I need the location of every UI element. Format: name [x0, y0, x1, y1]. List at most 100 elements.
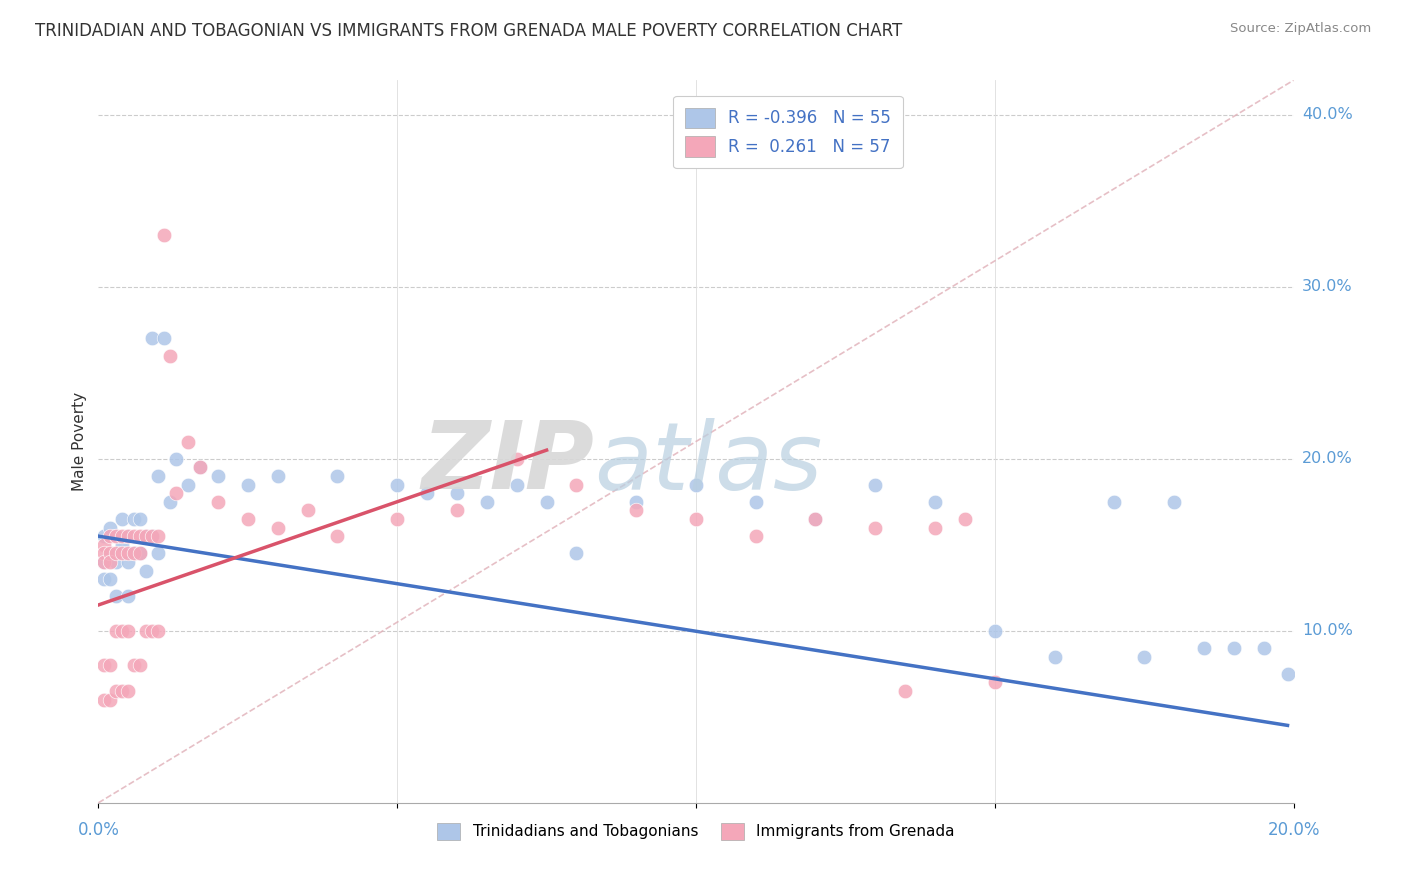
Point — [124, 529, 146, 543]
Point — [236, 477, 259, 491]
Point — [93, 555, 115, 569]
Point — [1253, 640, 1275, 655]
Point — [117, 624, 139, 638]
Point — [117, 684, 139, 698]
Point — [111, 538, 134, 552]
Text: TRINIDADIAN AND TOBAGONIAN VS IMMIGRANTS FROM GRENADA MALE POVERTY CORRELATION C: TRINIDADIAN AND TOBAGONIAN VS IMMIGRANTS… — [35, 22, 903, 40]
Point — [1192, 640, 1215, 655]
Point — [159, 349, 181, 363]
Point — [148, 546, 170, 560]
Point — [1104, 494, 1126, 508]
Point — [626, 503, 648, 517]
Point — [446, 486, 468, 500]
Point — [177, 434, 200, 449]
Point — [98, 520, 122, 534]
Point — [105, 529, 128, 543]
Point — [98, 572, 122, 586]
Point — [177, 477, 200, 491]
Point — [141, 529, 163, 543]
Point — [924, 520, 946, 534]
Point — [111, 529, 134, 543]
Point — [326, 529, 349, 543]
Point — [326, 469, 349, 483]
Point — [565, 546, 588, 560]
Point — [506, 451, 529, 466]
Text: Source: ZipAtlas.com: Source: ZipAtlas.com — [1230, 22, 1371, 36]
Point — [111, 512, 134, 526]
Text: 30.0%: 30.0% — [1302, 279, 1353, 294]
Point — [105, 529, 128, 543]
Point — [236, 512, 259, 526]
Point — [1277, 666, 1299, 681]
Point — [105, 624, 128, 638]
Point — [117, 590, 139, 604]
Point — [385, 477, 409, 491]
Point — [984, 675, 1007, 690]
Point — [148, 624, 170, 638]
Point — [117, 546, 139, 560]
Point — [153, 228, 176, 243]
Point — [153, 331, 176, 345]
Point — [93, 546, 115, 560]
Point — [111, 684, 134, 698]
Text: atlas: atlas — [595, 417, 823, 508]
Point — [129, 658, 152, 673]
Text: 20.0%: 20.0% — [1302, 451, 1353, 467]
Point — [685, 477, 707, 491]
Point — [475, 494, 498, 508]
Point — [536, 494, 558, 508]
Point — [93, 529, 115, 543]
Point — [924, 494, 946, 508]
Text: 40.0%: 40.0% — [1302, 107, 1353, 122]
Y-axis label: Male Poverty: Male Poverty — [72, 392, 87, 491]
Point — [135, 564, 157, 578]
Point — [124, 546, 146, 560]
Point — [865, 477, 887, 491]
Point — [117, 555, 139, 569]
Point — [141, 529, 163, 543]
Point — [98, 658, 122, 673]
Point — [894, 684, 917, 698]
Point — [1223, 640, 1246, 655]
Point — [804, 512, 827, 526]
Point — [98, 692, 122, 706]
Point — [93, 692, 115, 706]
Text: 20.0%: 20.0% — [1267, 821, 1320, 838]
Point — [865, 520, 887, 534]
Point — [148, 469, 170, 483]
Point — [141, 331, 163, 345]
Point — [1133, 649, 1156, 664]
Point — [105, 546, 128, 560]
Point — [141, 624, 163, 638]
Point — [93, 658, 115, 673]
Point — [1163, 494, 1185, 508]
Point — [111, 546, 134, 560]
Point — [297, 503, 319, 517]
Point — [385, 512, 409, 526]
Text: ZIP: ZIP — [422, 417, 595, 509]
Point — [124, 546, 146, 560]
Legend: Trinidadians and Tobagonians, Immigrants from Grenada: Trinidadians and Tobagonians, Immigrants… — [432, 817, 960, 846]
Point — [105, 684, 128, 698]
Point — [416, 486, 439, 500]
Point — [93, 572, 115, 586]
Point — [117, 529, 139, 543]
Point — [685, 512, 707, 526]
Point — [105, 590, 128, 604]
Point — [98, 546, 122, 560]
Point — [148, 529, 170, 543]
Point — [124, 658, 146, 673]
Point — [159, 494, 181, 508]
Point — [188, 460, 211, 475]
Point — [745, 494, 768, 508]
Text: 0.0%: 0.0% — [77, 821, 120, 838]
Point — [745, 529, 768, 543]
Point — [135, 529, 157, 543]
Text: 10.0%: 10.0% — [1302, 624, 1353, 639]
Point — [129, 546, 152, 560]
Point — [267, 520, 290, 534]
Point — [129, 529, 152, 543]
Point — [1043, 649, 1066, 664]
Point — [135, 624, 157, 638]
Point — [188, 460, 211, 475]
